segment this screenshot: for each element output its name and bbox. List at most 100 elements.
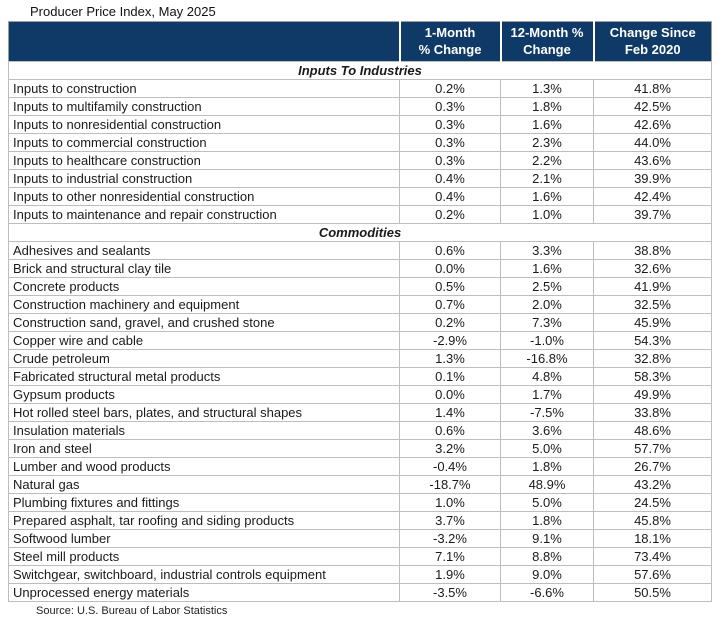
row-value: -3.5% bbox=[399, 583, 501, 602]
row-value: 3.2% bbox=[399, 439, 501, 458]
row-value: 7.3% bbox=[500, 313, 594, 332]
row-value: 9.0% bbox=[500, 565, 594, 584]
table-row: Hot rolled steel bars, plates, and struc… bbox=[8, 403, 712, 422]
row-value: 0.6% bbox=[399, 421, 501, 440]
row-value: 41.8% bbox=[593, 79, 712, 98]
row-value: 18.1% bbox=[593, 529, 712, 548]
header-cell-item bbox=[8, 21, 400, 62]
header-cell-1-month: 1-Month % Change bbox=[398, 21, 501, 62]
row-label: Natural gas bbox=[8, 475, 400, 494]
row-value: 39.7% bbox=[593, 205, 712, 224]
row-label: Brick and structural clay tile bbox=[8, 259, 400, 278]
row-value: 0.3% bbox=[399, 115, 501, 134]
row-value: 32.6% bbox=[593, 259, 712, 278]
row-label: Inputs to industrial construction bbox=[8, 169, 400, 188]
row-value: 8.8% bbox=[500, 547, 594, 566]
table-row: Inputs to construction 0.2% 1.3% 41.8% bbox=[8, 79, 712, 98]
row-value: -3.2% bbox=[399, 529, 501, 548]
row-value: 5.0% bbox=[500, 493, 594, 512]
row-label: Gypsum products bbox=[8, 385, 400, 404]
row-label: Inputs to nonresidential construction bbox=[8, 115, 400, 134]
row-value: -18.7% bbox=[399, 475, 501, 494]
row-label: Switchgear, switchboard, industrial cont… bbox=[8, 565, 400, 584]
row-value: 32.8% bbox=[593, 349, 712, 368]
row-value: 42.4% bbox=[593, 187, 712, 206]
row-value: 0.7% bbox=[399, 295, 501, 314]
row-value: 43.2% bbox=[593, 475, 712, 494]
row-value: 48.6% bbox=[593, 421, 712, 440]
row-value: 1.3% bbox=[500, 79, 594, 98]
table-row: Concrete products 0.5% 2.5% 41.9% bbox=[8, 277, 712, 296]
row-value: 0.5% bbox=[399, 277, 501, 296]
row-value: 0.3% bbox=[399, 151, 501, 170]
table-row: Inputs to nonresidential construction 0.3… bbox=[8, 115, 712, 134]
row-value: 2.2% bbox=[500, 151, 594, 170]
row-label: Inputs to healthcare construction bbox=[8, 151, 400, 170]
row-value: 2.5% bbox=[500, 277, 594, 296]
row-value: -16.8% bbox=[500, 349, 594, 368]
table-row: Natural gas -18.7% 48.9% 43.2% bbox=[8, 475, 712, 494]
row-label: Insulation materials bbox=[8, 421, 400, 440]
row-value: -1.0% bbox=[500, 331, 594, 350]
row-label: Lumber and wood products bbox=[8, 457, 400, 476]
row-value: 32.5% bbox=[593, 295, 712, 314]
row-value: 1.3% bbox=[399, 349, 501, 368]
row-value: 73.4% bbox=[593, 547, 712, 566]
row-value: 1.0% bbox=[500, 205, 594, 224]
row-label: Concrete products bbox=[8, 277, 400, 296]
row-value: 0.6% bbox=[399, 241, 501, 260]
row-value: 0.2% bbox=[399, 205, 501, 224]
row-value: 49.9% bbox=[593, 385, 712, 404]
row-value: 1.8% bbox=[500, 97, 594, 116]
row-value: 0.2% bbox=[399, 313, 501, 332]
header-cell-change-since-feb-2020: Change Since Feb 2020 bbox=[592, 21, 712, 62]
row-value: -0.4% bbox=[399, 457, 501, 476]
row-label: Prepared asphalt, tar roofing and siding… bbox=[8, 511, 400, 530]
row-value: 41.9% bbox=[593, 277, 712, 296]
row-value: 42.5% bbox=[593, 97, 712, 116]
row-value: 1.0% bbox=[399, 493, 501, 512]
row-value: 0.4% bbox=[399, 187, 501, 206]
row-value: 0.4% bbox=[399, 169, 501, 188]
row-value: 2.0% bbox=[500, 295, 594, 314]
row-label: Iron and steel bbox=[8, 439, 400, 458]
row-value: 9.1% bbox=[500, 529, 594, 548]
row-value: 2.3% bbox=[500, 133, 594, 152]
section-header-row: Commodities bbox=[8, 223, 712, 242]
table-row: Brick and structural clay tile 0.0% 1.6% 32… bbox=[8, 259, 712, 278]
row-value: 1.7% bbox=[500, 385, 594, 404]
table-row: Crude petroleum 1.3% -16.8% 32.8% bbox=[8, 349, 712, 368]
row-value: 26.7% bbox=[593, 457, 712, 476]
row-value: 45.9% bbox=[593, 313, 712, 332]
row-value: 42.6% bbox=[593, 115, 712, 134]
row-label: Crude petroleum bbox=[8, 349, 400, 368]
row-value: 0.0% bbox=[399, 259, 501, 278]
row-value: 1.6% bbox=[500, 259, 594, 278]
row-value: 57.7% bbox=[593, 439, 712, 458]
row-value: 45.8% bbox=[593, 511, 712, 530]
row-value: 4.8% bbox=[500, 367, 594, 386]
row-value: 2.1% bbox=[500, 169, 594, 188]
row-value: 0.1% bbox=[399, 367, 501, 386]
row-value: 57.6% bbox=[593, 565, 712, 584]
table-row: Adhesives and sealants 0.6% 3.3% 38.8% bbox=[8, 241, 712, 260]
page: Producer Price Index, May 2025 1-Month %… bbox=[8, 4, 712, 617]
row-value: 38.8% bbox=[593, 241, 712, 260]
row-label: Softwood lumber bbox=[8, 529, 400, 548]
row-value: 33.8% bbox=[593, 403, 712, 422]
table-row: Construction sand, gravel, and crushed s… bbox=[8, 313, 712, 332]
section-header-row: Inputs To Industries bbox=[8, 61, 712, 80]
row-value: 3.3% bbox=[500, 241, 594, 260]
row-value: 54.3% bbox=[593, 331, 712, 350]
table-row: Copper wire and cable -2.9% -1.0% 54.3% bbox=[8, 331, 712, 350]
header-cell-12-month: 12-Month % Change bbox=[499, 21, 594, 62]
table-row: Inputs to multifamily construction 0.3% 1.… bbox=[8, 97, 712, 116]
source-note: Source: U.S. Bureau of Labor Statistics bbox=[36, 605, 228, 617]
row-label: Inputs to other nonresidential construct… bbox=[8, 187, 400, 206]
row-value: -6.6% bbox=[500, 583, 594, 602]
row-label: Fabricated structural metal products bbox=[8, 367, 400, 386]
table-row: Unprocessed energy materials -3.5% -6.6% 50… bbox=[8, 583, 712, 602]
section-header-label: Inputs To Industries bbox=[8, 61, 712, 80]
row-label: Inputs to commercial construction bbox=[8, 133, 400, 152]
row-label: Unprocessed energy materials bbox=[8, 583, 400, 602]
